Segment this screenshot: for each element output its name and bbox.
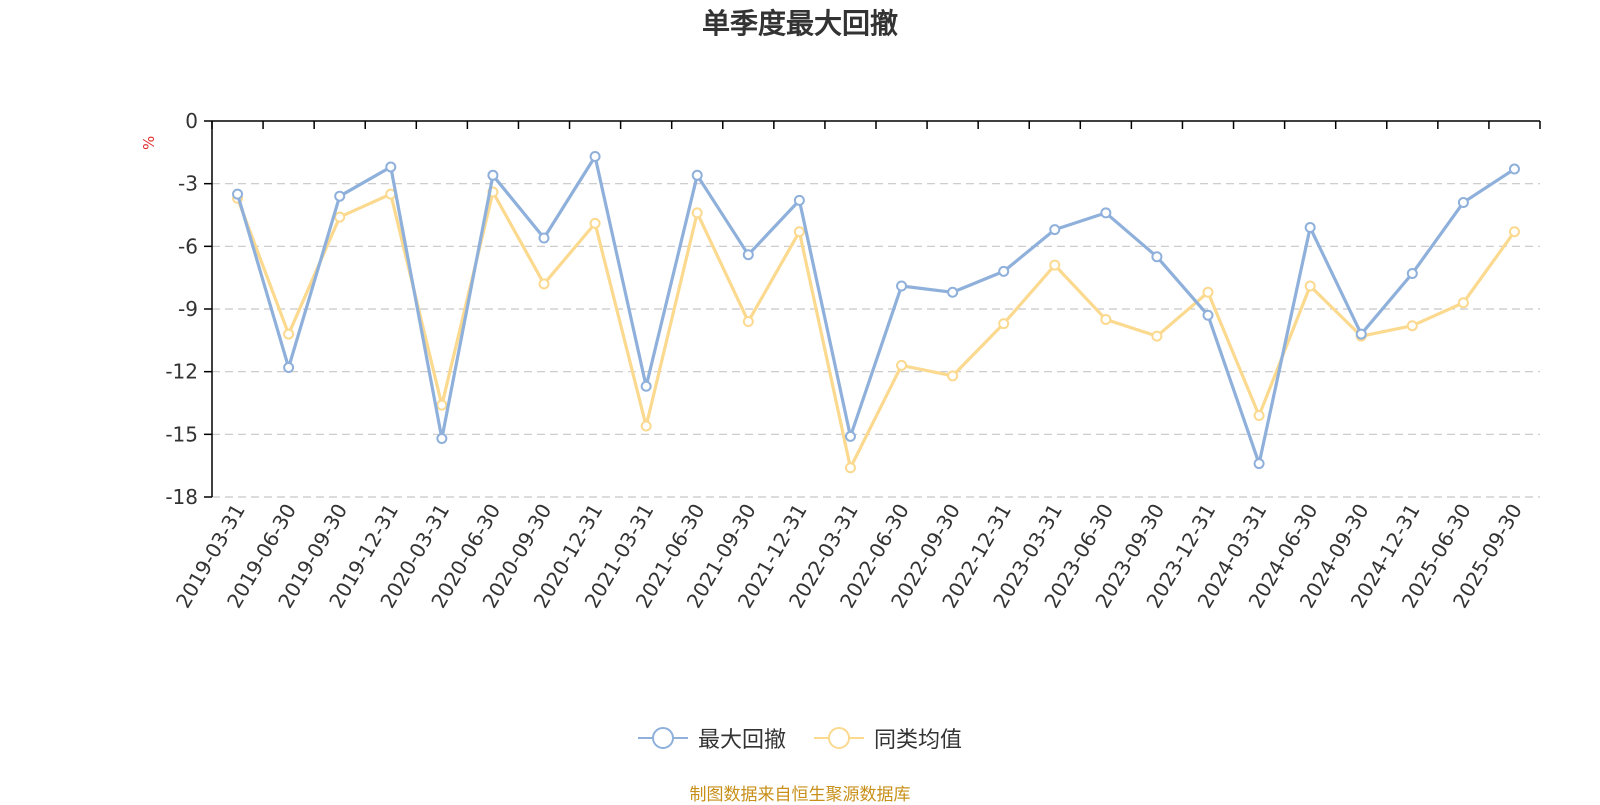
data-point <box>947 286 959 298</box>
data-point <box>589 217 601 229</box>
data-point <box>896 359 908 371</box>
legend: 最大回撤 同类均值 <box>0 722 1600 754</box>
data-point <box>1202 309 1214 321</box>
series-line-0 <box>236 154 1516 466</box>
data-point <box>385 161 397 173</box>
data-point <box>538 232 550 244</box>
data-point <box>1406 267 1418 279</box>
legend-item-peer-average[interactable]: 同类均值 <box>814 722 962 754</box>
y-tick-label: -15 <box>165 422 198 446</box>
data-point <box>436 399 448 411</box>
data-point <box>1049 259 1061 271</box>
data-point <box>436 433 448 445</box>
legend-marker-max-drawdown-icon <box>637 727 688 749</box>
data-point <box>589 151 601 163</box>
data-point <box>742 249 754 261</box>
y-tick-label: -12 <box>165 360 198 384</box>
legend-item-max-drawdown[interactable]: 最大回撤 <box>637 722 786 754</box>
data-point <box>793 226 805 238</box>
axis-labels: 0-3-6-9-12-15-182019-03-312019-06-302019… <box>165 109 1526 612</box>
data-point <box>947 370 959 382</box>
data-point <box>1457 196 1469 208</box>
data-point <box>844 430 856 442</box>
data-point <box>1508 163 1520 175</box>
data-point <box>1151 251 1163 263</box>
series-line-1 <box>236 190 1516 470</box>
data-point <box>1202 286 1214 298</box>
data-point <box>742 316 754 328</box>
data-point <box>538 278 550 290</box>
data-point <box>1304 222 1316 234</box>
legend-label-peer-average: 同类均值 <box>874 728 963 753</box>
axes <box>204 120 1541 498</box>
data-point <box>640 420 652 432</box>
data-point <box>1253 458 1265 470</box>
grid-lines <box>212 183 1540 498</box>
y-tick-label: -9 <box>178 297 198 321</box>
data-source-note: 制图数据来自恒生聚源数据库 <box>689 785 911 805</box>
data-point <box>232 188 244 200</box>
data-point <box>1049 224 1061 236</box>
data-point <box>1100 207 1112 219</box>
data-point <box>1508 226 1520 238</box>
y-tick-label: 0 <box>185 109 198 133</box>
data-point <box>1304 280 1316 292</box>
data-point <box>844 462 856 474</box>
legend-marker-peer-average-icon <box>814 727 864 749</box>
data-point <box>1406 320 1418 332</box>
y-tick-label: -3 <box>178 172 198 196</box>
data-point <box>1100 313 1112 325</box>
data-point <box>334 190 346 202</box>
y-tick-label: -6 <box>178 234 198 258</box>
data-point <box>1355 328 1367 340</box>
data-point <box>640 380 652 392</box>
data-point <box>1457 297 1469 309</box>
chart-title: 单季度最大回撤 <box>701 7 898 40</box>
data-point <box>334 211 346 223</box>
data-point <box>283 328 295 340</box>
series-lines <box>232 151 1520 474</box>
data-point <box>896 280 908 292</box>
data-point <box>1151 330 1163 342</box>
data-point <box>487 169 499 181</box>
data-point <box>998 265 1010 277</box>
y-tick-label: -18 <box>165 485 198 509</box>
data-point <box>283 361 295 373</box>
data-point <box>998 318 1010 330</box>
data-point <box>1253 410 1265 422</box>
data-point <box>691 207 703 219</box>
data-point <box>793 194 805 206</box>
data-point <box>691 169 703 181</box>
legend-label-max-drawdown: 最大回撤 <box>697 728 786 753</box>
